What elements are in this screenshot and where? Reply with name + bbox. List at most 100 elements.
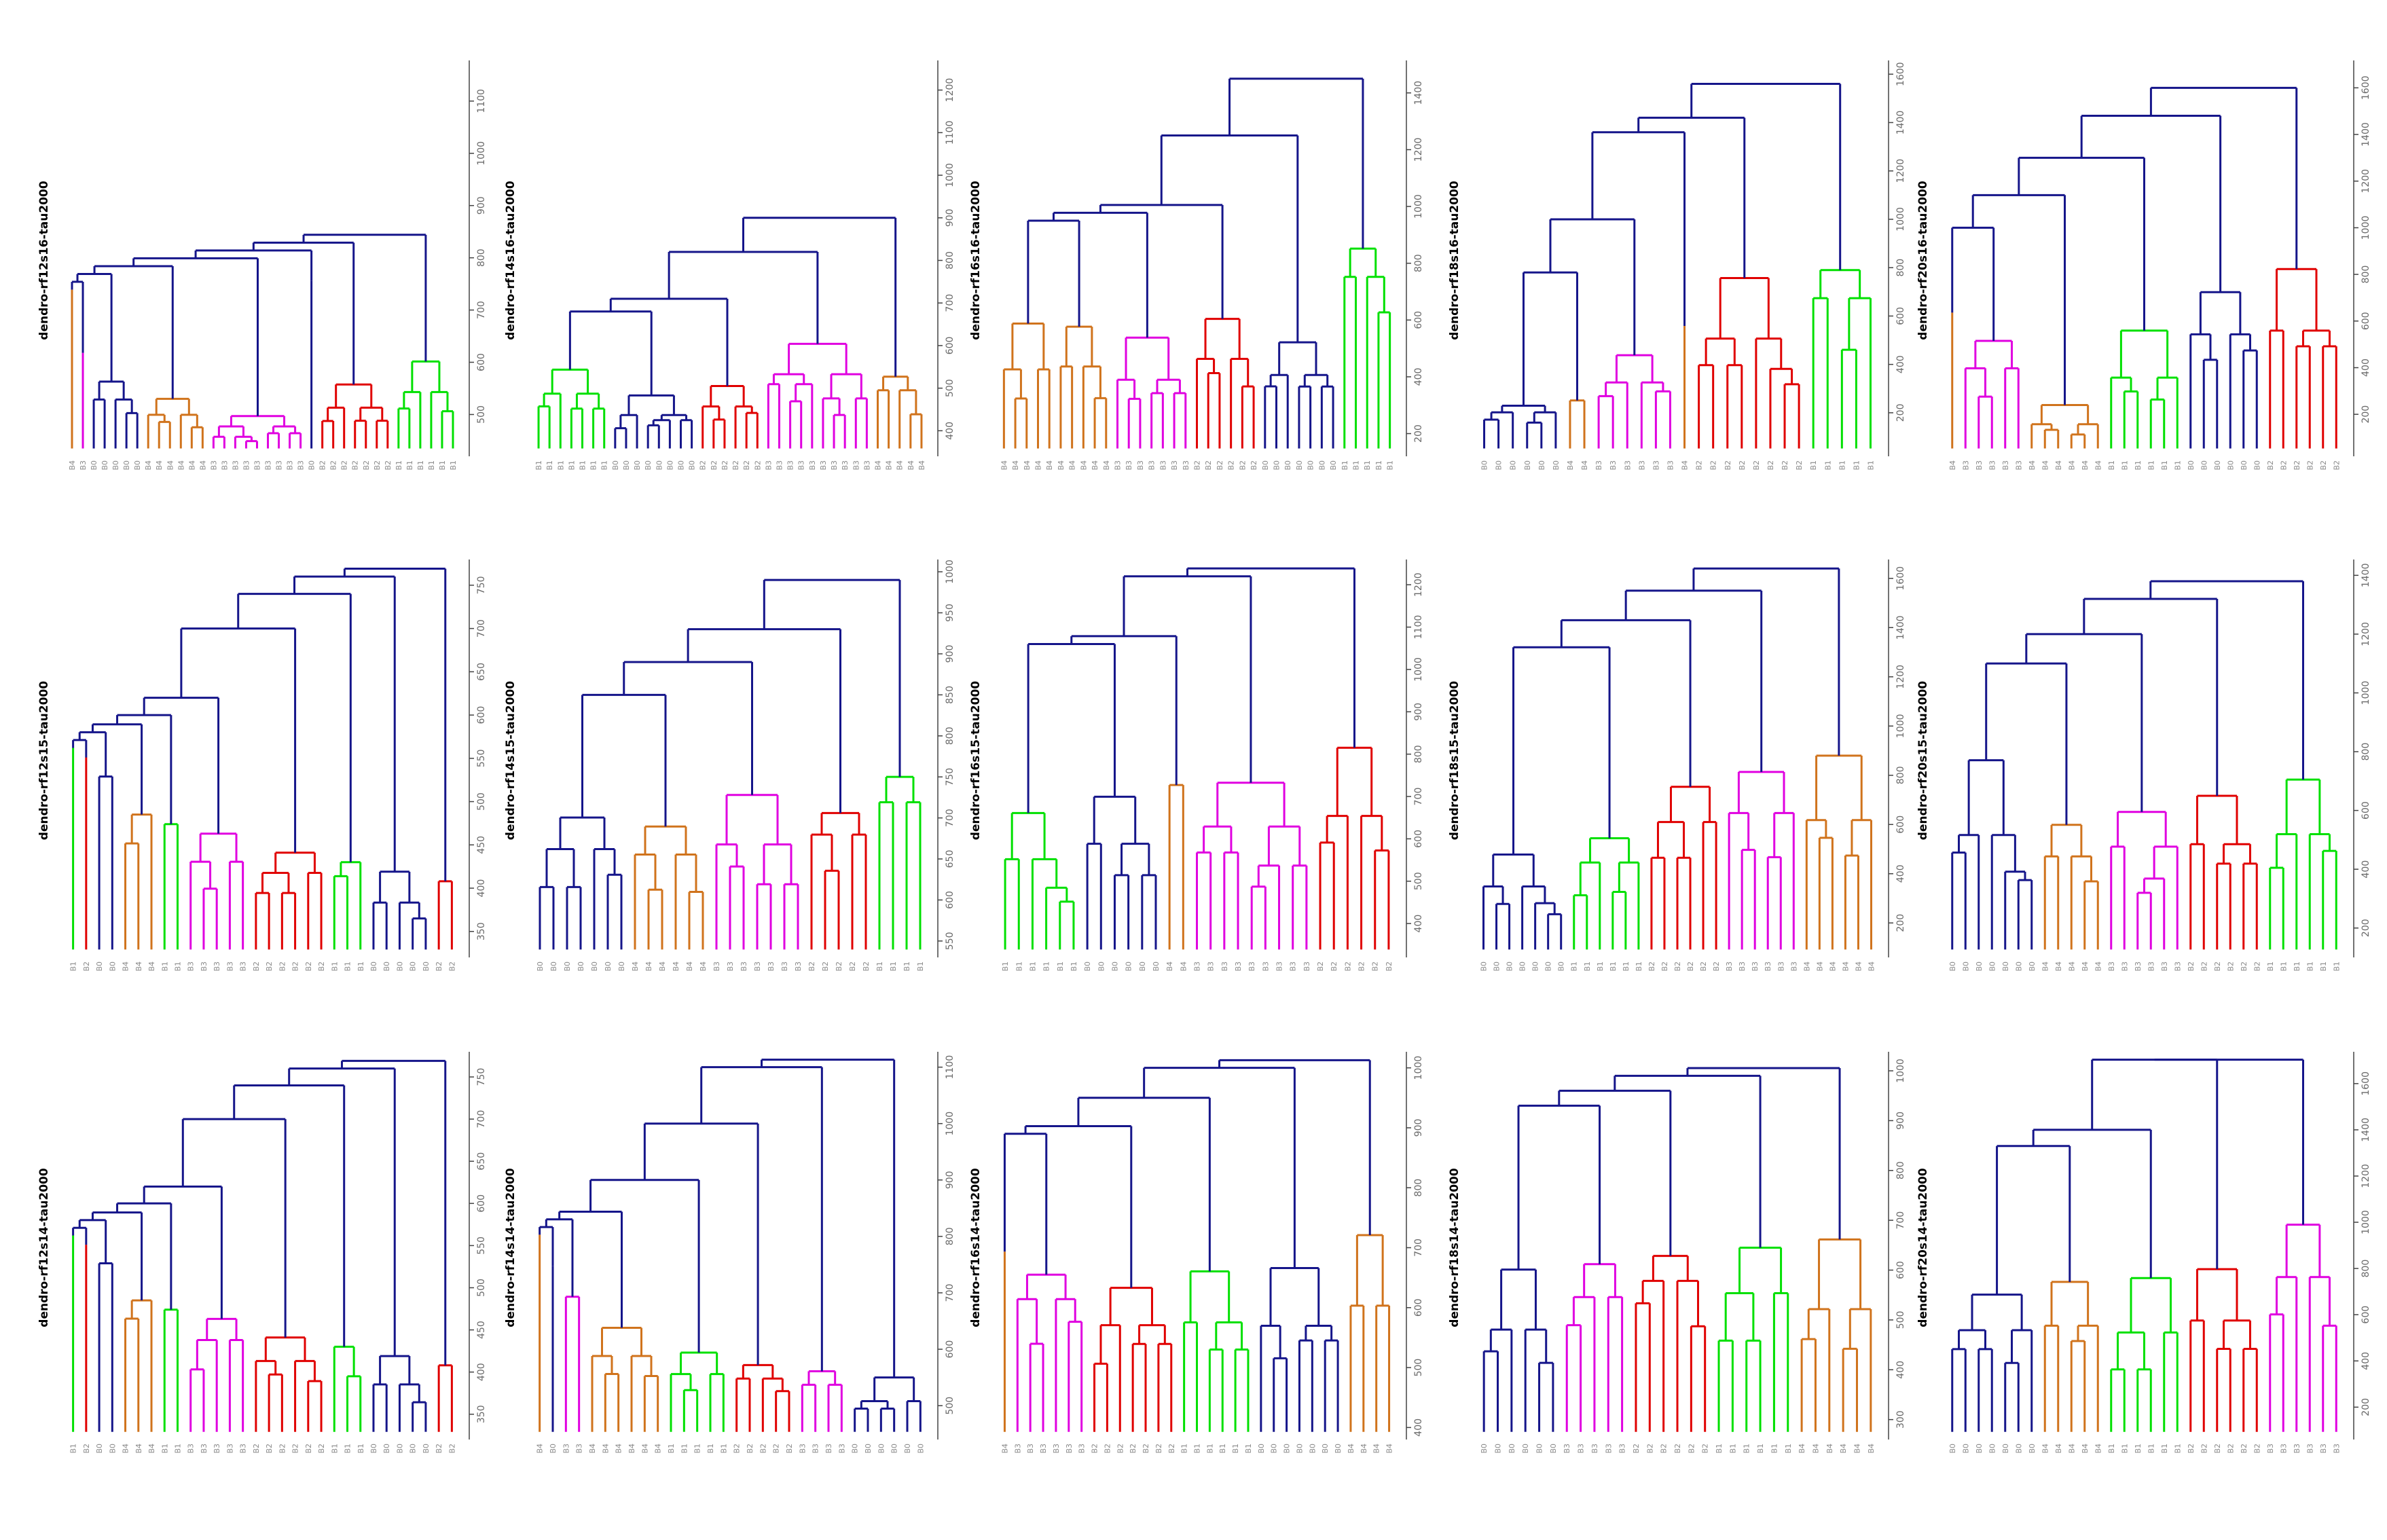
leaf-label: B0 xyxy=(1518,961,1527,972)
y-tick-label: 1600 xyxy=(2361,76,2371,100)
leaf-label: B2 xyxy=(1193,460,1202,471)
leaf-label: B4 xyxy=(896,460,905,471)
leaf-label: B0 xyxy=(1273,460,1281,471)
leaf-label: B3 xyxy=(231,460,240,471)
y-tick-label: 200 xyxy=(1895,914,1906,932)
leaf-label: B3 xyxy=(1039,1444,1048,1454)
leaf-label: B4 xyxy=(2067,961,2076,972)
leaf-label: B2 xyxy=(1699,961,1708,972)
leaf-label: B3 xyxy=(1207,961,1216,972)
leaf-label: B0 xyxy=(95,961,104,972)
leaf-label: B0 xyxy=(1494,1444,1503,1454)
leaf-label: B0 xyxy=(590,961,599,972)
leaf-label: B4 xyxy=(885,460,894,471)
leaf-label: B2 xyxy=(373,460,382,471)
leaf-label: B3 xyxy=(812,1444,820,1454)
leaf-label: B2 xyxy=(733,1444,742,1454)
leaf-label: B4 xyxy=(654,1444,663,1454)
leaf-label: B3 xyxy=(562,1444,570,1454)
leaf-label: B4 xyxy=(631,961,640,972)
panel-title: dendro-rf14s16-tau2000 xyxy=(504,181,517,340)
leaf-label: B3 xyxy=(1725,961,1734,972)
leaf-label: B4 xyxy=(1057,460,1065,471)
leaf-label: B1 xyxy=(1838,460,1846,471)
leaf-label: B4 xyxy=(588,1444,597,1454)
leaf-label: B3 xyxy=(2120,961,2129,972)
panel-title: dendro-rf14s15-tau2000 xyxy=(504,681,517,841)
leaf-label: B4 xyxy=(1867,961,1876,972)
leaf-label: B4 xyxy=(2041,1444,2049,1454)
leaf-label: B0 xyxy=(395,1444,404,1454)
leaf-label: B4 xyxy=(2081,961,2090,972)
leaf-label: B2 xyxy=(1091,1444,1099,1454)
panel-title: dendro-rf20s14-tau2000 xyxy=(1916,1168,1930,1327)
leaf-label: B0 xyxy=(633,460,642,471)
leaf-label: B4 xyxy=(1372,1444,1381,1454)
leaf-label: B1 xyxy=(1866,460,1875,471)
leaf-label: B3 xyxy=(852,460,860,471)
leaf-label: B3 xyxy=(1789,961,1798,972)
y-tick-label: 1000 xyxy=(1895,207,1906,232)
leaf-label: B4 xyxy=(1681,460,1690,471)
leaf-label: B4 xyxy=(1165,961,1174,972)
y-tick-label: 300 xyxy=(1895,1410,1906,1429)
leaf-label: B2 xyxy=(1701,1444,1710,1454)
y-tick-label: 600 xyxy=(476,353,487,371)
leaf-label: B0 xyxy=(536,961,545,972)
leaf-label: B2 xyxy=(2240,961,2248,972)
leaf-label: B3 xyxy=(776,460,784,471)
leaf-label: B0 xyxy=(1261,460,1270,471)
leaf-label: B2 xyxy=(278,1444,287,1454)
leaf-label: B3 xyxy=(2014,460,2023,471)
leaf-label: B4 xyxy=(1045,460,1054,471)
leaf-label: B0 xyxy=(1270,1444,1279,1454)
leaf-label: B4 xyxy=(1815,961,1824,972)
leaf-label: B0 xyxy=(133,460,142,471)
leaf-label: B0 xyxy=(604,961,613,972)
leaf-label: B3 xyxy=(753,961,762,972)
leaf-label: B1 xyxy=(173,1444,182,1454)
leaf-label: B2 xyxy=(265,961,274,972)
leaf-label: B1 xyxy=(2173,1444,2182,1454)
panel-8: dendro-rf16s15-tau2000 400 500 600 700 800 900… xyxy=(969,560,1424,972)
y-tick-label: 800 xyxy=(1895,259,1906,277)
leaf-label: B4 xyxy=(2054,961,2063,972)
leaf-label: B0 xyxy=(382,961,391,972)
y-tick-label: 900 xyxy=(945,645,955,663)
y-tick-label: 450 xyxy=(476,1321,487,1339)
leaf-label: B2 xyxy=(1738,460,1747,471)
leaf-label: B0 xyxy=(1283,460,1292,471)
leaf-label: B3 xyxy=(1961,460,1970,471)
leaf-label: B2 xyxy=(291,961,300,972)
leaf-label: B3 xyxy=(780,961,789,972)
leaf-label: B1 xyxy=(1070,961,1078,972)
leaf-label: B0 xyxy=(1557,961,1566,972)
leaf-label: B2 xyxy=(2240,1444,2248,1454)
leaf-label: B3 xyxy=(797,460,806,471)
y-tick-label: 700 xyxy=(945,294,955,312)
leaf-label: B3 xyxy=(1652,460,1660,471)
leaf-label: B4 xyxy=(601,1444,610,1454)
leaf-label: B0 xyxy=(111,460,120,471)
leaf-label: B0 xyxy=(2014,1444,2023,1454)
leaf-label: B2 xyxy=(1766,460,1775,471)
leaf-label: B0 xyxy=(2028,1444,2037,1454)
y-tick-label: 700 xyxy=(476,619,487,638)
leaf-label: B4 xyxy=(1347,1444,1355,1454)
leaf-label: B0 xyxy=(1329,460,1338,471)
panel-title: dendro-rf20s15-tau2000 xyxy=(1916,681,1930,841)
leaf-label: B3 xyxy=(1193,961,1202,972)
leaf-label: B4 xyxy=(144,460,153,471)
y-tick-label: 700 xyxy=(1413,1239,1424,1257)
leaf-label: B4 xyxy=(1841,961,1850,972)
leaf-label: B1 xyxy=(427,460,436,471)
leaf-label: B0 xyxy=(622,460,631,471)
leaf-label: B0 xyxy=(1531,961,1540,972)
leaf-label: B1 xyxy=(1728,1444,1737,1454)
y-tick-label: 600 xyxy=(1895,815,1906,834)
leaf-label: B3 xyxy=(1026,1444,1035,1454)
leaf-label: B1 xyxy=(1386,460,1395,471)
leaf-label: B2 xyxy=(742,460,751,471)
leaf-label: B2 xyxy=(2332,460,2341,471)
leaf-label: B4 xyxy=(1867,1444,1876,1454)
